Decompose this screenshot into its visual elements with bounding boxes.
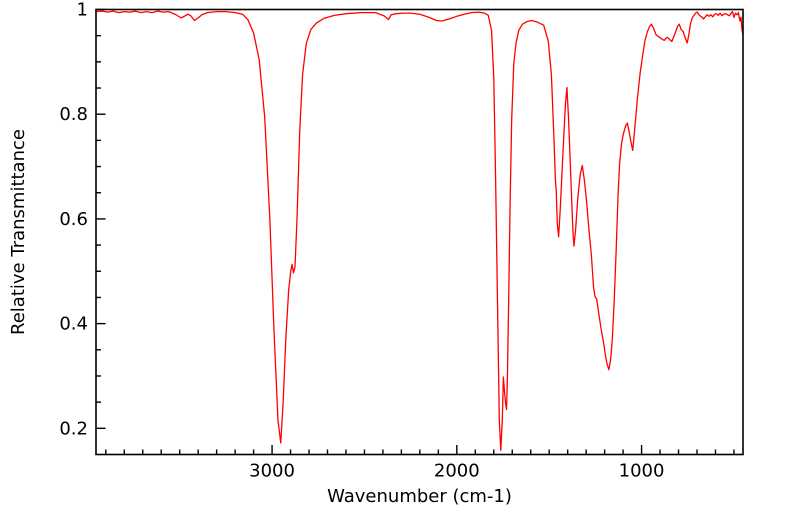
y-tick-label: 0.2 bbox=[59, 418, 88, 439]
x-tick-label: 1000 bbox=[619, 461, 665, 482]
plot-frame bbox=[95, 8, 744, 456]
plot-frame-layer bbox=[95, 8, 744, 456]
y-tick-label: 0.8 bbox=[59, 104, 88, 125]
axis-ticks bbox=[96, 8, 735, 455]
spectrum-curve bbox=[95, 10, 744, 451]
y-axis-title: Relative Transmittance bbox=[8, 129, 29, 335]
x-tick-label: 3000 bbox=[249, 461, 295, 482]
y-tick-label: 0.6 bbox=[59, 209, 88, 230]
axis-tick-labels: 3000 2000 1000 1 0.8 0.6 0.4 0.2 bbox=[59, 0, 664, 482]
y-tick-label: 0.4 bbox=[59, 314, 88, 335]
spectrum-curve-layer bbox=[95, 10, 744, 451]
x-axis-title: Wavenumber (cm-1) bbox=[327, 486, 512, 507]
x-tick-label: 2000 bbox=[434, 461, 480, 482]
y-tick-label: 1 bbox=[77, 0, 88, 21]
